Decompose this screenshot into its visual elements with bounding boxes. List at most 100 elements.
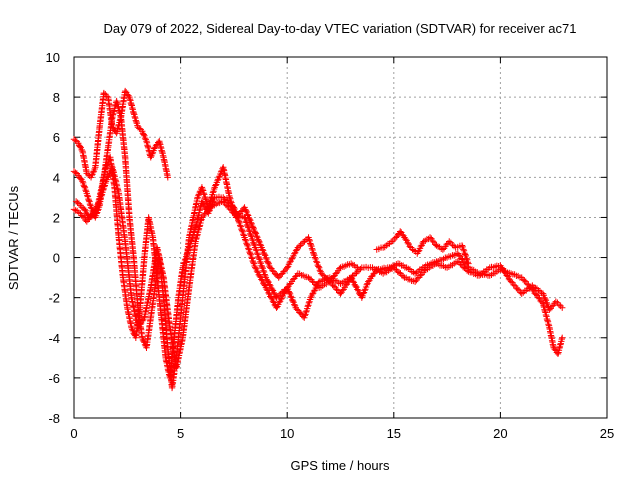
data-point bbox=[503, 272, 510, 279]
data-point bbox=[147, 154, 154, 161]
data-point bbox=[81, 183, 88, 190]
data-point bbox=[284, 284, 291, 291]
data-point bbox=[185, 244, 193, 251]
data-point bbox=[84, 192, 91, 199]
data-point bbox=[241, 236, 249, 243]
data-point bbox=[140, 131, 147, 138]
data-point bbox=[100, 89, 108, 97]
data-point bbox=[140, 337, 147, 345]
data-point bbox=[258, 263, 266, 271]
data-point bbox=[357, 265, 364, 273]
data-point bbox=[121, 87, 129, 95]
data-point bbox=[404, 239, 411, 246]
data-points bbox=[70, 87, 566, 392]
x-tick-label: 0 bbox=[70, 426, 77, 441]
series-trace-b bbox=[70, 97, 361, 392]
data-point bbox=[413, 269, 420, 277]
data-point bbox=[457, 261, 464, 268]
data-point bbox=[306, 275, 314, 283]
data-point bbox=[485, 266, 492, 273]
y-tick-label: -4 bbox=[48, 331, 60, 346]
data-point bbox=[79, 213, 87, 220]
data-point bbox=[85, 197, 93, 204]
data-point bbox=[202, 195, 209, 202]
data-point bbox=[261, 251, 268, 258]
data-point bbox=[226, 194, 233, 201]
x-tick-label: 10 bbox=[280, 426, 294, 441]
axis-ticks: 0 5 10 15 20 25 -8 -6 -4 -2 0 2 4 6 8 10 bbox=[46, 50, 615, 441]
data-point bbox=[199, 185, 206, 193]
data-point bbox=[255, 237, 262, 245]
data-point bbox=[477, 271, 484, 279]
data-point bbox=[200, 189, 207, 197]
y-tick-label: 10 bbox=[46, 50, 60, 65]
data-point bbox=[72, 169, 79, 176]
data-point bbox=[463, 255, 470, 262]
data-point bbox=[215, 173, 223, 181]
data-point bbox=[103, 162, 110, 169]
data-point bbox=[559, 304, 566, 311]
data-point bbox=[141, 134, 149, 142]
data-point bbox=[87, 204, 95, 211]
data-point bbox=[310, 250, 317, 258]
data-point bbox=[82, 186, 89, 194]
data-point bbox=[74, 199, 81, 206]
data-point bbox=[89, 168, 97, 176]
data-point bbox=[247, 250, 254, 257]
data-point bbox=[264, 259, 272, 266]
data-point bbox=[461, 264, 468, 272]
data-point bbox=[204, 207, 211, 215]
data-point bbox=[89, 210, 97, 217]
data-point bbox=[214, 176, 221, 184]
y-tick-label: -6 bbox=[48, 371, 60, 386]
data-point bbox=[183, 251, 191, 258]
data-point bbox=[261, 271, 268, 278]
data-point bbox=[337, 290, 344, 297]
data-point bbox=[101, 183, 108, 190]
x-tick-label: 15 bbox=[387, 426, 401, 441]
data-point bbox=[429, 237, 436, 245]
data-point bbox=[273, 304, 280, 311]
data-point bbox=[96, 195, 104, 203]
grid bbox=[74, 57, 607, 418]
data-point bbox=[86, 200, 94, 208]
data-point bbox=[248, 235, 256, 243]
data-point bbox=[180, 260, 188, 267]
data-point bbox=[417, 272, 424, 279]
data-point bbox=[70, 206, 78, 213]
data-point bbox=[305, 236, 313, 243]
data-point bbox=[270, 289, 278, 297]
y-tick-label: 6 bbox=[53, 130, 60, 145]
y-tick-label: 4 bbox=[53, 170, 60, 185]
data-point bbox=[269, 298, 277, 305]
data-point bbox=[450, 242, 458, 250]
data-point bbox=[241, 214, 248, 221]
plot-frame bbox=[73, 56, 608, 419]
data-point bbox=[125, 92, 132, 99]
data-point bbox=[210, 195, 218, 203]
data-point bbox=[319, 271, 326, 279]
data-point bbox=[181, 256, 189, 264]
data-point bbox=[242, 218, 250, 225]
x-tick-label: 25 bbox=[600, 426, 614, 441]
data-point bbox=[247, 231, 255, 239]
data-point bbox=[240, 231, 247, 238]
data-point bbox=[245, 226, 253, 234]
data-point bbox=[455, 251, 463, 259]
data-point bbox=[307, 241, 315, 248]
data-point bbox=[238, 227, 246, 234]
data-point bbox=[501, 268, 508, 276]
data-point bbox=[198, 214, 206, 221]
data-point bbox=[309, 278, 316, 285]
data-point bbox=[307, 240, 314, 247]
data-point bbox=[253, 249, 261, 257]
data-point bbox=[99, 186, 107, 194]
data-point bbox=[75, 209, 82, 216]
data-point bbox=[530, 284, 538, 291]
data-point bbox=[244, 223, 251, 230]
data-point bbox=[252, 264, 259, 271]
data-point bbox=[313, 258, 320, 265]
data-point bbox=[304, 303, 311, 310]
data-point bbox=[220, 198, 227, 205]
data-point bbox=[253, 267, 261, 275]
